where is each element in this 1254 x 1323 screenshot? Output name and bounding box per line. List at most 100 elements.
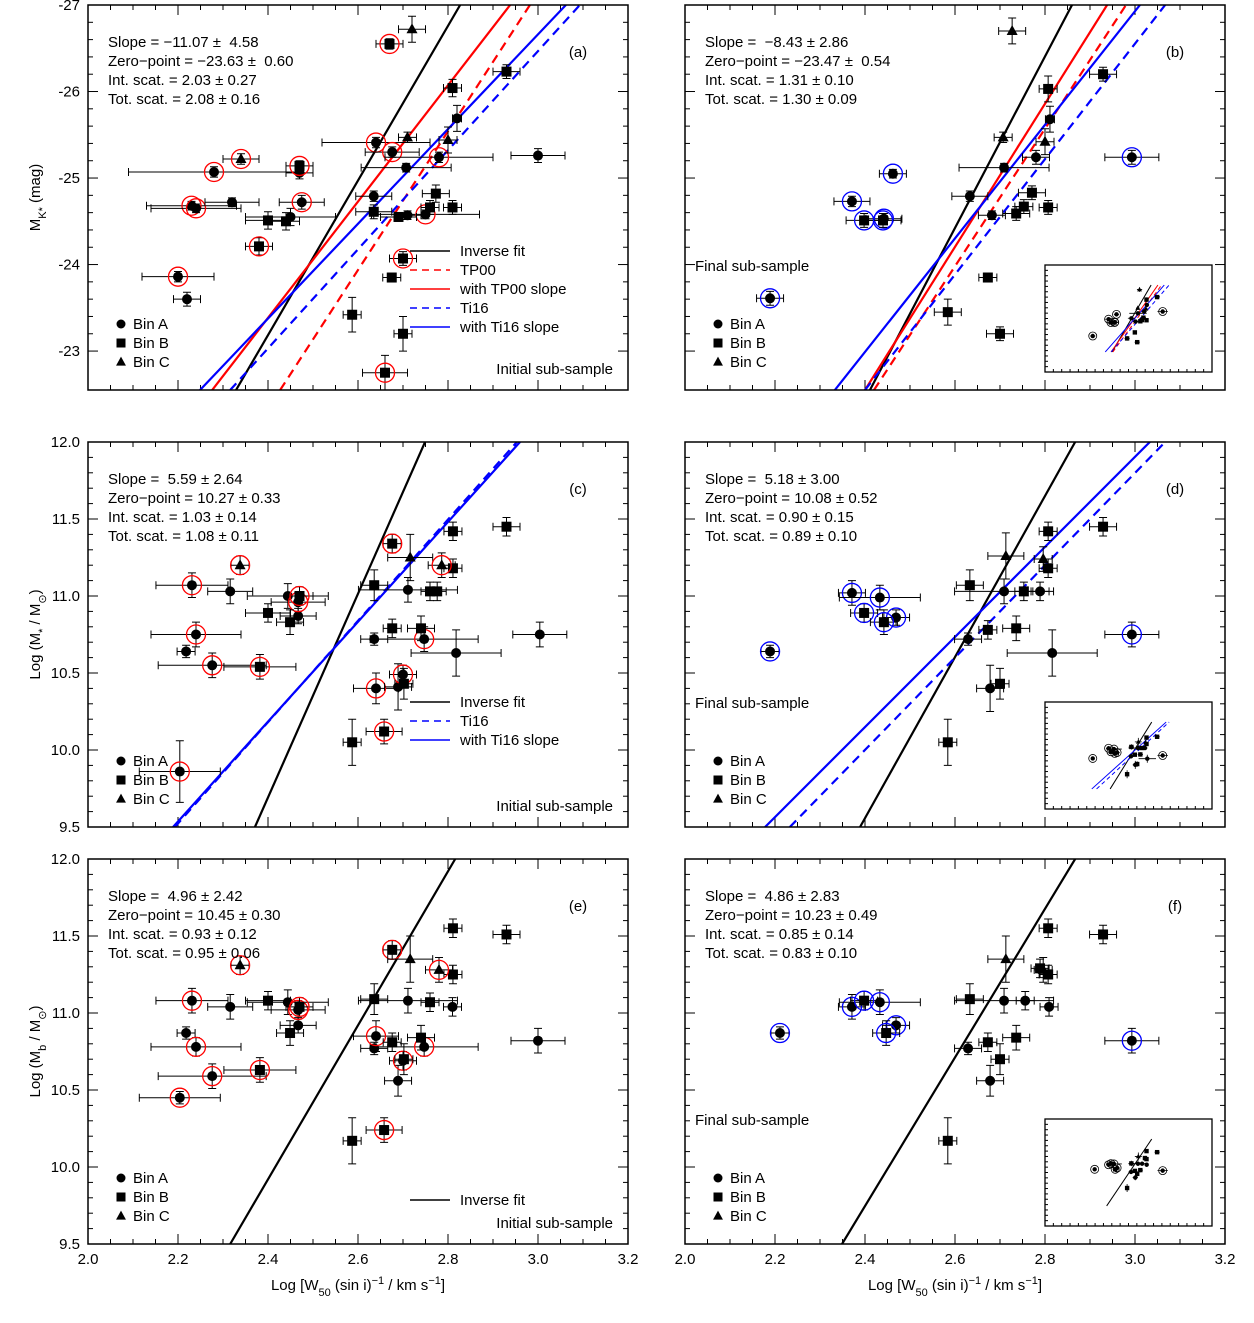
x-axis-label-part: −1 [1025,1275,1038,1287]
marker-square [982,1037,993,1048]
panel-label: (d) [1166,481,1184,498]
marker-square [379,726,390,737]
marker-square [347,309,358,320]
marker-circle [986,210,997,221]
marker-circle [402,210,413,221]
marker-square [1139,745,1145,751]
marker-triangle [1135,305,1141,310]
points [128,15,566,390]
y-tick-label: 12.0 [51,851,80,868]
y-tick-label: -27 [58,0,80,14]
fit-statistics: Tot. scat. = 2.08 ± 0.16 [108,91,260,108]
marker-circle [534,629,545,640]
marker-square [964,994,975,1005]
panel: 2.0 2.2 2.4 2.6 2.8 3.0 3.2 Log [W50 (sin i)−1 … [675,858,1236,1299]
marker-circle [1144,302,1150,308]
marker-triangle [1135,739,1141,744]
marker-circle [293,1020,304,1031]
marker-square [1144,1148,1149,1154]
inset-plot [1090,1138,1168,1207]
marker-square [416,623,426,634]
marker-triangle [1137,286,1142,292]
y-tick-label: 10.0 [51,1159,80,1176]
marker-circle [191,629,201,640]
legend-label: with TP00 slope [459,281,566,298]
legend-marker [116,1192,126,1202]
x-tick-label: 2.0 [78,1251,99,1268]
highlight-ring [289,585,310,607]
fit-statistics: Slope = −11.07 ± 4.58 [108,34,259,51]
highlight-ring [873,208,895,229]
highlight-ring [185,624,207,645]
highlight-ring [382,141,403,163]
inset-ring [1112,309,1121,319]
marker-square [859,215,870,226]
highlight-ring [1121,147,1142,168]
legend-label: with Ti16 slope [459,732,559,749]
points [138,516,568,803]
marker-triangle [234,959,246,970]
highlight-ring [249,1059,271,1081]
marker-square [1124,772,1130,777]
marker-triangle [436,559,448,570]
fit-statistics: Zero−point = 10.23 ± 0.49 [705,907,878,924]
legend-label: Bin C [730,1208,767,1225]
panel: Slope = 5.18 ± 3.00 Zero−point = 10.08 ± … [684,441,1226,828]
fit-line [235,5,462,390]
x-axis-label-part: −1 [969,1275,982,1287]
marker-circle [225,586,236,597]
marker-square [995,1054,1005,1065]
marker-square [942,307,953,318]
legend-label: Bin A [133,753,168,770]
panel: 9.5 10.0 10.5 11.0 11.5 12.0 Log (M* / M⊙) Slop… [27,434,629,836]
marker-circle [393,1075,404,1086]
legend-marker [713,356,723,366]
x-tick-label: 2.6 [945,1251,966,1268]
marker-square [1026,187,1037,198]
legend-label: Bin C [133,1208,170,1225]
x-axis-label-part: Log [W [271,1277,319,1294]
y-tick-label: 11.5 [52,511,80,528]
marker-circle [398,669,408,680]
x-tick-label: 3.0 [1125,1251,1146,1268]
marker-circle [846,587,857,598]
marker-square [387,1037,398,1048]
marker-circle [1133,319,1138,324]
marker-circle [1092,1167,1097,1172]
highlight-ring [365,1025,387,1047]
marker-circle [999,586,1010,597]
y-axis-label-part: M [27,219,44,232]
marker-triangle [404,551,416,562]
y-axis-label-part: ⊙ [37,594,49,603]
legend-marker [713,1210,723,1220]
marker-square [878,617,889,628]
inset-ring [1110,1164,1120,1174]
y-axis-label-part: / M [27,604,44,629]
marker-square [881,1028,892,1039]
sample-label: Final sub-sample [695,1112,809,1129]
marker-circle [174,1092,185,1103]
marker-triangle [1143,739,1148,745]
inset-frame [1044,1118,1213,1227]
marker-square [398,253,408,264]
marker-circle [1126,1035,1137,1046]
marker-circle [1135,311,1141,316]
marker-triangle [1006,24,1018,35]
y-tick-label: -26 [58,84,80,101]
marker-circle [1139,1161,1145,1166]
x-axis-label: Log [W50 (sin i)−1 / km s−1] [271,1275,445,1299]
marker-circle [1044,1001,1055,1012]
marker-circle [1090,756,1095,761]
inset-ring [1090,1164,1100,1174]
marker-circle [1160,309,1165,314]
inset-ring [1106,1159,1116,1169]
marker-square [285,617,296,628]
highlight-ring [289,155,310,177]
marker-circle [1145,756,1150,761]
x-tick-label: 3.2 [1215,1251,1236,1268]
marker-triangle [235,153,247,163]
highlight-ring [181,575,203,596]
marker-square [1035,963,1046,974]
x-tick-label: 3.0 [528,1251,549,1268]
marker-square [294,1001,305,1012]
